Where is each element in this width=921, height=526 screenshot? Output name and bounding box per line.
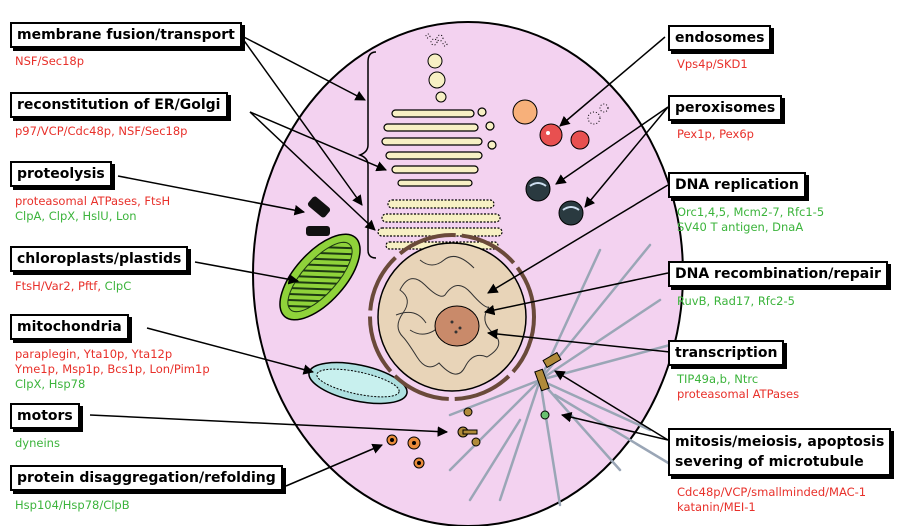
label-mitosis-line2: severing of microtubule — [675, 454, 864, 470]
label-mitochondria: mitochondria — [10, 314, 129, 340]
protein-clpc: ClpC — [104, 279, 132, 293]
peroxisomes-shape — [525, 176, 584, 226]
protein-mcm: Mcm2-7, — [733, 205, 784, 219]
label-dna-recombination: DNA recombination/repair — [668, 261, 888, 287]
protein-rad17: Rad17, — [713, 294, 755, 308]
nucleus-shape — [368, 233, 536, 401]
arrows — [89, 34, 671, 487]
endosomes-shape — [512, 99, 609, 150]
label-disaggregation: protein disaggregation/refolding — [10, 465, 283, 491]
proteasome-shape — [306, 196, 331, 236]
aggregates-shape — [386, 434, 425, 469]
protein-yta12p: Yta12p — [131, 347, 173, 361]
proteins-peroxisomes: Pex1p, Pex6p — [677, 127, 754, 142]
proteins-er-golgi: p97/VCP/Cdc48p, NSF/Sec18p — [15, 124, 187, 139]
protein-rfc1-5: Rfc1-5 — [786, 205, 825, 219]
proteins-mito-line2: Yme1p, Msp1p, Bcs1p, Lon/Pim1p — [15, 362, 210, 377]
label-er-golgi: reconstitution of ER/Golgi — [10, 92, 228, 118]
proteins-proteolysis-line2: ClpA, ClpX, HslU, Lon — [15, 209, 137, 224]
proteins-membrane-fusion: NSF/Sec18p — [15, 54, 85, 68]
centrioles-shape — [534, 351, 562, 420]
proteins-disaggregation: Hsp104/Hsp78/ClpB — [15, 498, 130, 512]
protein-msp1p: Msp1p, — [62, 362, 104, 376]
protein-sv40: SV40 T antigen, — [677, 220, 769, 234]
protein-pex1p: Pex1p, — [677, 127, 716, 141]
label-chloroplasts: chloroplasts/plastids — [10, 246, 189, 272]
protein-hslu: HslU, — [82, 209, 113, 223]
protein-proteasomal: proteasomal ATPases, — [15, 194, 141, 208]
label-endosomes: endosomes — [668, 25, 772, 51]
protein-ruvb: RuvB, — [677, 294, 711, 308]
protein-clpa: ClpA, — [15, 209, 46, 223]
proteins-dna-replication-line1: Orc1,4,5, Mcm2-7, Rfc1-5 — [677, 205, 824, 220]
golgi-apparatus — [381, 107, 497, 187]
proteins-mito-line1: paraplegin, Yta10p, Yta12p — [15, 347, 172, 362]
label-motors: motors — [10, 403, 80, 429]
protein-pex6p: Pex6p — [719, 127, 754, 141]
protein-paraplegin: paraplegin, — [15, 347, 81, 361]
organelle-bracket — [357, 51, 377, 259]
protein-clpx: ClpX, — [48, 209, 79, 223]
chloroplast-shape — [279, 233, 361, 321]
label-mitosis: mitosis/meiosis, apoptosis severing of m… — [668, 428, 892, 476]
proteins-motors: dyneins — [15, 436, 60, 450]
label-proteolysis: proteolysis — [10, 161, 112, 187]
protein-yme1p: Yme1p, — [15, 362, 59, 376]
mitochondrion-shape — [308, 361, 408, 405]
protein-lon-pim1p: Lon/Pim1p — [149, 362, 210, 376]
label-mitosis-line1: mitosis/meiosis, apoptosis — [675, 434, 885, 450]
proteins-mitosis-line2: katanin/MEI-1 — [677, 500, 756, 514]
protein-yta10p: Yta10p, — [83, 347, 128, 361]
label-membrane-fusion: membrane fusion/transport — [10, 22, 242, 48]
protein-p97: p97/VCP/Cdc48p, — [15, 124, 115, 138]
label-peroxisomes: peroxisomes — [668, 95, 783, 121]
proteins-dna-replication-line2: SV40 T antigen, DnaA — [677, 220, 803, 235]
motor-proteins-shape — [457, 407, 481, 447]
protein-ftsh-var2: FtsH/Var2, — [15, 279, 75, 293]
protein-bcs1p: Bcs1p, — [107, 362, 146, 376]
budding-vesicles — [425, 33, 448, 103]
proteins-chloroplasts: FtsH/Var2, Pftf, ClpC — [15, 279, 131, 294]
proteins-dna-recombination: RuvB, Rad17, Rfc2-5 — [677, 294, 795, 309]
protein-clpx-mito: ClpX, — [15, 377, 46, 391]
proteins-mitosis-line1: Cdc48p/VCP/smallminded/MAC-1 — [677, 485, 867, 499]
label-dna-replication: DNA replication — [668, 172, 806, 198]
protein-orc: Orc1,4,5, — [677, 205, 730, 219]
proteins-endosomes: Vps4p/SKD1 — [677, 57, 748, 71]
protein-lon: Lon — [116, 209, 137, 223]
protein-hsp78: Hsp78 — [48, 377, 86, 391]
proteins-transcription-line2: proteasomal ATPases — [677, 387, 800, 401]
proteins-mito-line3: ClpX, Hsp78 — [15, 377, 85, 392]
label-transcription: transcription — [668, 340, 785, 366]
proteins-transcription-line1: TIP49a,b, Ntrc — [677, 372, 759, 386]
protein-ftsh: FtsH — [144, 194, 171, 208]
protein-pftf: Pftf, — [78, 279, 102, 293]
protein-rfc2-5: Rfc2-5 — [757, 294, 795, 308]
protein-dnaa: DnaA — [772, 220, 804, 234]
protein-nsf: NSF/Sec18p — [118, 124, 188, 138]
proteins-proteolysis-line1: proteasomal ATPases, FtsH — [15, 194, 170, 209]
